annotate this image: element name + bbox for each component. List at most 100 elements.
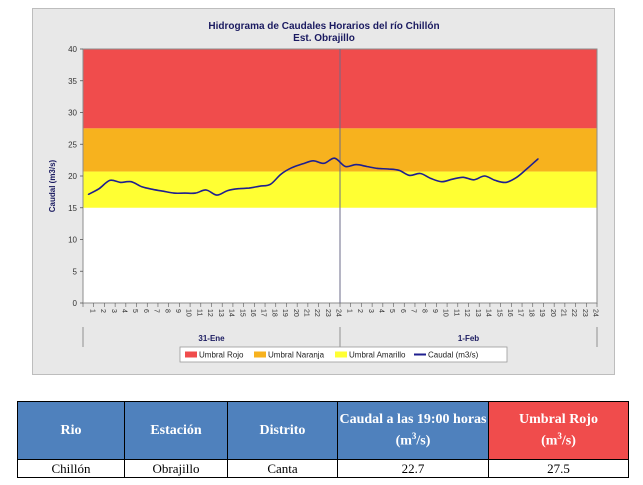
- data-point: [483, 175, 486, 177]
- data-point: [430, 177, 432, 180]
- data-point: [366, 165, 368, 168]
- cell-rio: Chillón: [17, 459, 125, 478]
- legend-label: Umbral Amarillo: [349, 351, 406, 360]
- data-point: [226, 190, 229, 192]
- x-hour-label: 23: [324, 309, 331, 317]
- y-tick-label: 0: [73, 299, 78, 308]
- x-hour-label: 10: [442, 309, 449, 317]
- x-hour-label: 21: [303, 309, 310, 317]
- x-hour-label: 12: [463, 309, 470, 317]
- legend-swatch: [254, 351, 266, 358]
- unit-open: (m: [395, 433, 412, 449]
- data-point: [494, 179, 496, 182]
- x-hour-label: 2: [356, 309, 363, 313]
- legend-swatch: [185, 351, 197, 358]
- chart-legend: Umbral Rojo Umbral Naranja Umbral Amarillo…: [179, 346, 508, 363]
- x-hour-label: 18: [270, 309, 277, 317]
- cell-estacion: Obrajillo: [124, 459, 228, 478]
- data-point: [194, 192, 197, 194]
- x-hour-label: 15: [495, 309, 502, 317]
- x-hour-label: 11: [452, 309, 459, 316]
- x-hour-label: 19: [538, 309, 545, 317]
- data-point: [516, 176, 518, 178]
- y-tick-label: 15: [68, 204, 77, 213]
- data-point: [355, 163, 357, 166]
- chart-title: Hidrograma de Caudales Horarios del río …: [208, 21, 439, 32]
- chart-frame: Hidrograma de Caudales Horarios del río …: [32, 8, 615, 375]
- x-hour-label: 20: [549, 309, 556, 317]
- x-hour-label: 20: [292, 309, 299, 317]
- legend-label: Umbral Rojo: [199, 351, 244, 360]
- y-tick-label: 25: [68, 140, 77, 149]
- data-point: [173, 192, 175, 194]
- y-tick-label: 5: [73, 267, 78, 276]
- data-point: [312, 160, 314, 162]
- data-point: [451, 178, 454, 180]
- legend-label: Umbral Naranja: [268, 351, 325, 360]
- x-hour-label: 11: [195, 309, 202, 316]
- x-hour-label: 17: [517, 309, 524, 317]
- data-point: [205, 189, 207, 191]
- header-umbral-text: Umbral Rojo: [519, 412, 598, 428]
- x-hour-label: 6: [142, 309, 149, 313]
- x-hour-label: 9: [431, 309, 438, 313]
- cell-umbral: 27.5: [488, 459, 629, 478]
- data-point: [237, 188, 239, 190]
- chart-subtitle: Est. Obrajillo: [293, 33, 355, 44]
- unit-exp: 3: [411, 431, 417, 442]
- legend-label: Caudal (m3/s): [428, 351, 479, 360]
- data-point: [376, 167, 379, 169]
- header-rio: Rio: [17, 401, 125, 460]
- x-hour-label: 1: [345, 309, 352, 313]
- x-hour-label: 23: [581, 309, 588, 317]
- x-hour-label: 18: [527, 309, 534, 317]
- x-hour-label: 21: [560, 309, 567, 317]
- x-hour-label: 16: [249, 309, 256, 317]
- x-hour-label: 8: [163, 309, 170, 313]
- data-point: [109, 179, 111, 182]
- x-hour-label: 9: [174, 309, 181, 313]
- header-estacion: Estación: [124, 401, 228, 460]
- header-distrito: Distrito: [227, 401, 338, 460]
- header-caudal: Caudal a las 19:00 horas (m3/s): [337, 401, 489, 460]
- unit-exp: 3: [557, 431, 562, 442]
- header-caudal-text: Caudal a las 19:00 horas: [339, 412, 487, 428]
- x-hour-label: 7: [153, 309, 160, 313]
- data-point: [409, 174, 411, 176]
- data-point: [537, 158, 539, 160]
- legend-swatch: [335, 351, 347, 358]
- data-point: [344, 165, 346, 168]
- data-point: [119, 181, 122, 183]
- x-hour-label: 5: [388, 309, 395, 313]
- data-point: [152, 188, 154, 190]
- y-tick-label: 40: [68, 45, 77, 54]
- data-point: [462, 176, 464, 178]
- data-point: [505, 181, 507, 183]
- table-header-row: Rio Estación Distrito Caudal a las 19:00…: [17, 401, 629, 460]
- hydrograph-chart: Hidrograma de Caudales Horarios del río …: [48, 21, 599, 363]
- x-hour-label: 15: [238, 309, 245, 317]
- data-point: [301, 163, 304, 165]
- x-hour-label: 4: [377, 309, 384, 313]
- data-point: [280, 173, 282, 175]
- y-tick-label: 10: [68, 236, 77, 245]
- x-hour-label: 13: [217, 309, 224, 317]
- x-hour-label: 13: [474, 309, 481, 317]
- data-point: [184, 192, 186, 194]
- data-point: [269, 183, 271, 185]
- data-point: [248, 187, 250, 189]
- data-point: [398, 169, 400, 171]
- y-axis-label: Caudal (m3/s): [48, 159, 57, 212]
- header-umbral-rojo: Umbral Rojo (m3/s): [488, 401, 629, 460]
- data-point: [291, 167, 293, 169]
- x-hour-label: 3: [367, 309, 374, 313]
- data-point: [419, 172, 421, 175]
- data-point: [130, 181, 132, 183]
- data-point: [473, 179, 475, 181]
- data-point: [216, 194, 218, 196]
- cell-distrito: Canta: [227, 459, 338, 478]
- x-hour-label: 22: [313, 309, 320, 317]
- data-point: [387, 168, 389, 170]
- data-point: [334, 157, 336, 159]
